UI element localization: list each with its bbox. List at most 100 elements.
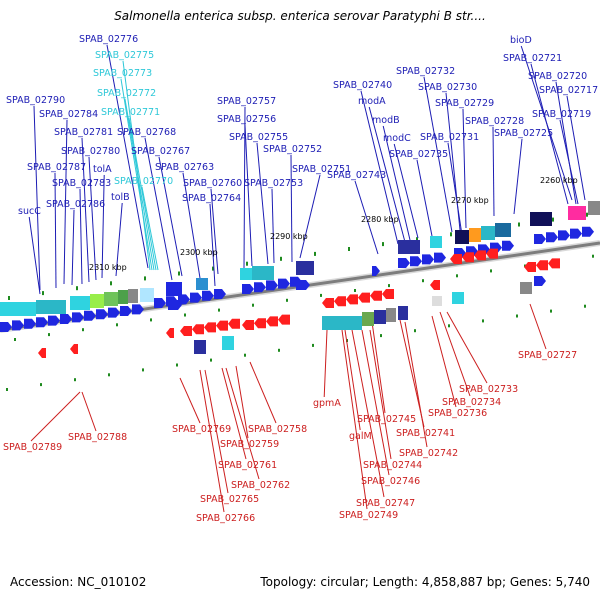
scale-labels: 2260 kbp 2270 kbp 2280 kbp 2290 kbp 2300 kbp…: [89, 176, 578, 272]
feature-box: [530, 212, 552, 226]
gene-label: SPAB_02729: [435, 98, 494, 109]
gene-arrow: [192, 324, 204, 335]
gene-label: SPAB_02790: [6, 95, 65, 106]
gene-arrow: [570, 228, 582, 239]
label-connector: [513, 138, 523, 215]
gene-label: SPAB_02746: [361, 476, 420, 487]
tick-mark: [252, 303, 254, 307]
label-connector: [79, 188, 83, 285]
label-connector: [33, 105, 41, 291]
label-connector: [101, 174, 105, 279]
label-connector: [88, 156, 97, 281]
scale-label: 2280 kbp: [361, 215, 399, 224]
label-connector: [344, 329, 361, 431]
tick-mark: [422, 279, 424, 283]
label-connector: [158, 156, 183, 277]
gene-label: SPAB_02740: [333, 80, 392, 91]
gene-label: SPAB_02734: [442, 397, 501, 408]
label-connector: [225, 367, 260, 480]
gene-arrow: [242, 284, 254, 294]
tick-mark: [320, 293, 322, 297]
gene-label: SPAB_02733: [459, 384, 518, 395]
label-connector: [371, 321, 386, 414]
gene-label: SPAB_02756: [217, 114, 276, 125]
label-connector: [555, 81, 577, 205]
gene-label: SPAB_02741: [396, 428, 455, 439]
gene-label: SPAB_02757: [217, 96, 276, 107]
tick-mark: [482, 319, 484, 323]
label-connector: [404, 321, 428, 448]
label-connector: [354, 180, 379, 255]
scale-label: 2310 kbp: [89, 263, 127, 272]
feature-box: [469, 228, 481, 242]
gene-label: SPAB_02766: [196, 513, 255, 524]
tick-mark: [450, 232, 452, 237]
gene-label: SPAB_02747: [356, 498, 415, 509]
label-connector: [423, 76, 453, 233]
feature-box: [296, 261, 314, 275]
gene-arrow: [242, 320, 254, 330]
feature-box: [568, 206, 586, 220]
label-connector: [210, 188, 219, 275]
gene-arrow: [558, 230, 570, 241]
gene-arrow: [486, 248, 498, 259]
gene-arrow: [536, 260, 548, 271]
gene-label: SPAB_02787: [27, 162, 86, 173]
tick-mark: [518, 222, 520, 227]
label-connector: [221, 367, 247, 460]
gene-label: SPAB_02788: [68, 432, 127, 443]
gene-label: SPAB_02755: [229, 132, 288, 143]
tick-mark: [244, 353, 246, 357]
label-connector: [323, 329, 328, 398]
gene-arrow: [462, 252, 474, 263]
gene-label: SPAB_02763: [155, 162, 214, 173]
label-connector: [128, 117, 157, 271]
scale-label: 2260 kbp: [540, 176, 578, 185]
gene-arrow: [430, 280, 440, 290]
gene-label: SPAB_02725: [494, 128, 553, 139]
tick-mark: [414, 329, 416, 333]
label-connector: [351, 329, 385, 498]
gene-arrow: [422, 254, 434, 265]
tick-mark: [176, 363, 178, 367]
feature-box: [222, 336, 234, 350]
map-title: Salmonella enterica subsp. enterica sero…: [114, 9, 486, 23]
tick-mark: [348, 247, 350, 251]
tick-mark: [150, 318, 152, 322]
gene-label: SPAB_02719: [532, 109, 591, 120]
tick-mark: [490, 269, 492, 273]
gene-arrow: [214, 289, 226, 299]
gene-label: SPAB_02765: [200, 494, 259, 505]
tick-mark: [42, 291, 44, 296]
gene-arrow: [24, 318, 36, 329]
feature-box: [481, 226, 495, 240]
gene-label: SPAB_02736: [428, 408, 487, 419]
gene-label: SPAB_02730: [418, 82, 477, 93]
gene-arrow: [132, 304, 144, 315]
tick-mark: [416, 237, 418, 242]
gene-arrow: [96, 309, 108, 320]
gene-label: SPAB_02773: [93, 68, 152, 79]
gene-arrow: [36, 317, 48, 328]
feature-box: [240, 268, 252, 280]
feature-boxes: [0, 201, 600, 354]
label-connector: [30, 391, 81, 442]
gene-arrow: [278, 278, 290, 289]
tick-mark: [246, 261, 248, 266]
feature-box: [70, 296, 90, 310]
gene-label: SPAB_02786: [46, 199, 105, 210]
feature-box: [588, 201, 600, 215]
gene-label: SPAB_02735: [389, 149, 448, 160]
gene-arrow: [202, 290, 214, 301]
feature-box: [118, 290, 128, 304]
label-connector: [81, 137, 90, 283]
label-connector: [141, 186, 159, 271]
tick-mark: [388, 284, 390, 288]
label-connector: [71, 209, 75, 286]
gene-arrow: [266, 280, 278, 291]
gene-arrow: [278, 314, 290, 325]
gene-arrow: [38, 348, 46, 358]
gene-label: SPAB_02780: [61, 146, 120, 157]
gene-arrow: [548, 258, 560, 269]
